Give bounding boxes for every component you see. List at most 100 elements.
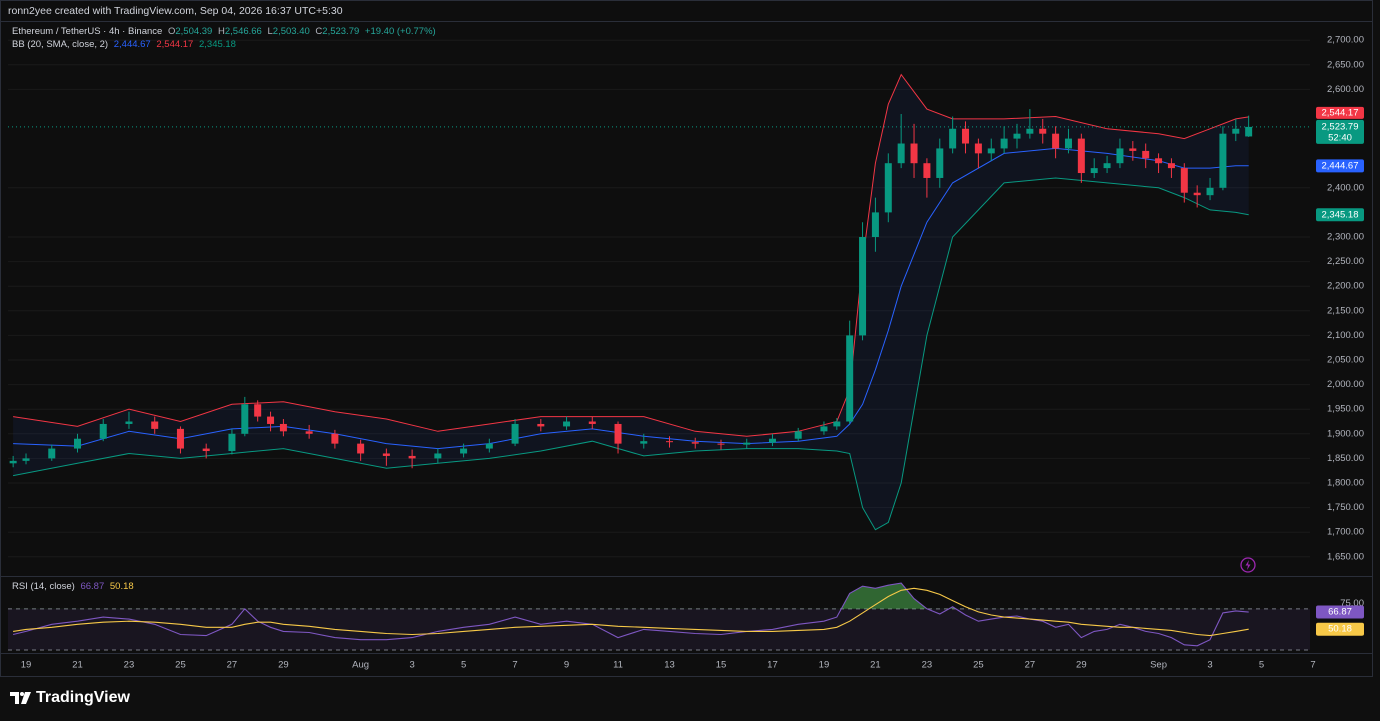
legend-indicator: BB (20, SMA, close, 2) — [12, 39, 109, 50]
alert-icon[interactable] — [1240, 557, 1256, 573]
x-tick-label: 23 — [124, 660, 135, 671]
candle-body — [936, 148, 944, 178]
x-tick-label: 21 — [72, 660, 83, 671]
bb-lower-line — [13, 177, 1249, 531]
legend-value: 66.87 — [80, 581, 105, 592]
legend-key: H — [217, 26, 225, 37]
candle-body — [73, 438, 81, 449]
x-tick-label: 19 — [819, 660, 830, 671]
candle-body — [974, 143, 982, 154]
candle-body — [871, 212, 879, 238]
candle-body — [99, 423, 107, 439]
y-tick-label: 1,900.00 — [1327, 428, 1364, 439]
x-tick-label: 29 — [1076, 660, 1087, 671]
y-tick-label: 2,300.00 — [1327, 232, 1364, 243]
candle-body — [640, 441, 648, 444]
y-tick-label: 2,200.00 — [1327, 281, 1364, 292]
price-label: 2,444.67 — [1322, 160, 1359, 171]
legend-value: 2,504.39 — [175, 26, 213, 37]
legend-value: 2,345.18 — [198, 39, 236, 50]
candle-body — [202, 448, 210, 452]
candle-body — [511, 423, 519, 444]
legend-symbol: Ethereum / TetherUS · 4h · Binance — [12, 26, 163, 37]
candle-body — [768, 438, 776, 443]
candle-body — [897, 143, 905, 164]
candle-body — [743, 442, 751, 445]
rsi-pane — [8, 582, 1310, 651]
candle-body — [1116, 148, 1124, 164]
y-tick-label: 1,700.00 — [1327, 527, 1364, 538]
candle-body — [614, 423, 622, 444]
x-tick-label: 11 — [613, 660, 623, 671]
candle-body — [228, 433, 236, 452]
candle-body — [125, 421, 133, 424]
candle-body — [859, 237, 867, 336]
candle-body — [434, 453, 442, 459]
legend-price: Ethereum / TetherUS · 4h · Binance O2,50… — [12, 25, 439, 38]
bb-basis-line — [13, 147, 1249, 450]
y-tick-label: 75.00 — [1340, 598, 1364, 609]
candle-body — [923, 163, 931, 178]
candle-body — [820, 426, 828, 432]
y-tick-label: 1,850.00 — [1327, 453, 1364, 464]
candle-body — [691, 442, 699, 444]
x-tick-label: 9 — [564, 660, 569, 671]
price-label: 66.87 — [1328, 607, 1352, 618]
candle-body — [588, 421, 596, 424]
candle-body — [1155, 158, 1163, 164]
candle-body — [1193, 192, 1201, 196]
legend-rsi: RSI (14, close) 66.87 50.18 — [12, 580, 137, 593]
price-label: 2,345.18 — [1322, 209, 1359, 220]
legend-key: O — [167, 26, 176, 37]
price-label: 2,544.17 — [1322, 107, 1359, 118]
candle-body — [1013, 133, 1021, 139]
price-label-box — [1316, 605, 1364, 619]
bb-upper-line — [13, 73, 1249, 437]
x-tick-label: 13 — [664, 660, 675, 671]
price-label-box — [1316, 159, 1364, 173]
candle-body — [460, 448, 468, 454]
y-tick-label: 2,150.00 — [1327, 305, 1364, 316]
brand-name: TradingView — [36, 689, 131, 706]
y-tick-label: 2,600.00 — [1327, 84, 1364, 95]
candle-body — [846, 335, 854, 422]
candle-body — [9, 460, 17, 464]
candle-body — [1026, 128, 1034, 134]
x-tick-label: 15 — [716, 660, 727, 671]
bb-fill — [13, 74, 1249, 530]
candle-body — [1064, 138, 1072, 149]
y-tick-label: 1,750.00 — [1327, 502, 1364, 513]
candle-body — [48, 448, 56, 459]
y-tick-label: 1,950.00 — [1327, 404, 1364, 415]
candle-body — [1167, 163, 1175, 169]
candle-body — [1103, 163, 1111, 169]
candle-body — [1206, 187, 1214, 196]
axes: 2,700.00 2,650.00 2,600.00 2,400.00 2,300.00… — [21, 35, 1364, 671]
y-tick-label: 2,250.00 — [1327, 256, 1364, 267]
candle-body — [1232, 128, 1240, 134]
x-tick-label: 5 — [1259, 660, 1264, 671]
candle-body — [254, 404, 262, 417]
legend-value: 2,523.79 — [322, 26, 360, 37]
y-tick-label: 2,400.00 — [1327, 182, 1364, 193]
brand-logo — [10, 692, 31, 704]
candle-body — [305, 431, 313, 434]
candle-body — [382, 453, 390, 456]
candle-body — [717, 443, 725, 445]
x-tick-label: 3 — [1207, 660, 1212, 671]
x-tick-label: 7 — [1310, 660, 1315, 671]
x-tick-label: 29 — [278, 660, 289, 671]
legend-indicator: RSI (14, close) — [12, 581, 75, 592]
price-label: 50.18 — [1328, 624, 1352, 635]
candle-body — [267, 416, 275, 424]
legend-key: C — [315, 26, 323, 37]
candle-body — [1142, 150, 1150, 159]
candle-body — [1077, 138, 1085, 174]
legend-key: L — [267, 26, 273, 37]
legend-value: 2,544.17 — [156, 39, 194, 50]
x-tick-label: 23 — [922, 660, 933, 671]
candle-body — [537, 423, 545, 427]
price-label-box — [1316, 208, 1364, 222]
candle-body — [1000, 138, 1008, 149]
